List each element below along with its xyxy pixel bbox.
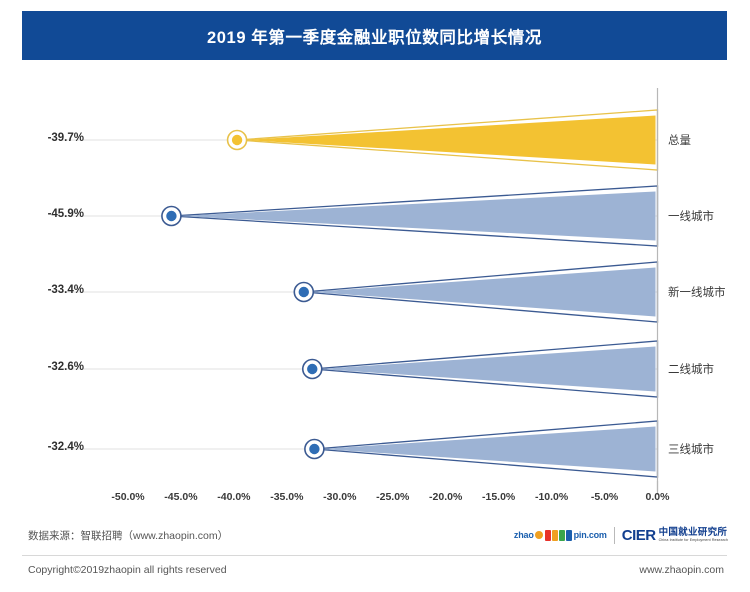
value-label: -33.4% (47, 284, 84, 296)
category-label: 二线城市 (668, 364, 714, 376)
cier-logo: CIER 中国就业研究所 China Institute for Employm… (622, 528, 728, 543)
value-label: -39.7% (47, 132, 84, 144)
x-axis-tick-label: 0.0% (645, 491, 670, 503)
data-point-markers (161, 129, 325, 460)
value-label: -45.9% (47, 208, 84, 220)
funnel-fill (310, 267, 656, 317)
funnel-fill (178, 191, 656, 241)
funnel-fill (319, 346, 656, 392)
data-source-text: 数据来源：智联招聘（www.zhaopin.com） (28, 530, 229, 542)
copyright-text: Copyright©2019zhaopin all rights reserve… (28, 564, 227, 576)
category-label: 新一线城市 (668, 287, 726, 299)
x-axis-tick-label: -10.0% (534, 491, 569, 503)
logo-block-blue (565, 529, 572, 541)
marker-dot (309, 443, 320, 455)
x-axis-tick-label: -30.0% (323, 491, 357, 503)
value-label: -32.6% (47, 361, 84, 373)
category-label: 一线城市 (668, 211, 714, 223)
x-axis-tick-label: -15.0% (482, 491, 516, 503)
site-url-text: www.zhaopin.com (639, 564, 724, 576)
logo-divider (613, 526, 615, 544)
value-label: -32.4% (47, 441, 84, 453)
chart-title-bar: 2019 年第一季度金融业职位数同比增长情况 (22, 11, 727, 60)
x-axis-tick-label: -5.0% (590, 491, 619, 503)
funnel-fill (244, 115, 656, 165)
zhaopin-logo-dot (534, 531, 543, 539)
cier-logo-cn-sub: China Institute for Employment Research (658, 537, 728, 542)
logo-block-orange (551, 529, 558, 541)
x-axis-tick-label: -45.0% (164, 491, 198, 503)
x-axis-tick-label: -35.0% (270, 491, 304, 503)
marker-dot (231, 134, 243, 146)
zhaopin-logo: zhao pin.com (514, 526, 607, 544)
zhaopin-logo-suffix: pin.com (573, 530, 607, 540)
marker-dot (307, 363, 318, 375)
x-axis-tick-label: -50.0% (111, 491, 145, 503)
logo-block-green (558, 529, 565, 541)
cier-logo-text: CIER (621, 526, 656, 544)
chart-area: -39.7% -45.9% -33.4% -32.6% -32.4% 总量一线城市新一线… (0, 70, 750, 515)
category-label: 三线城市 (668, 444, 714, 456)
cier-logo-cn-main: 中国就业研究所 (658, 526, 728, 538)
category-label: 总量 (668, 135, 691, 147)
footer-logos: zhao pin.com CIER 中国就业研究所 China Institut… (514, 524, 728, 546)
x-axis-tick-label: -25.0% (376, 491, 410, 503)
funnel-chart-svg (60, 88, 659, 495)
funnel-fill (321, 426, 656, 472)
x-axis-tick-label: -40.0% (217, 491, 251, 503)
page-title: 2019 年第一季度金融业职位数同比增长情况 (207, 28, 542, 47)
zhaopin-logo-blocks (544, 529, 573, 542)
footer-divider (22, 555, 727, 556)
marker-dot (298, 286, 309, 298)
zhaopin-logo-prefix: zhao (513, 530, 534, 540)
marker-dot (166, 210, 177, 222)
logo-block-red (544, 529, 551, 541)
funnel-shapes (171, 109, 659, 478)
x-axis-tick-label: -20.0% (429, 491, 463, 503)
cier-logo-chinese: 中国就业研究所 China Institute for Employment R… (659, 528, 728, 543)
